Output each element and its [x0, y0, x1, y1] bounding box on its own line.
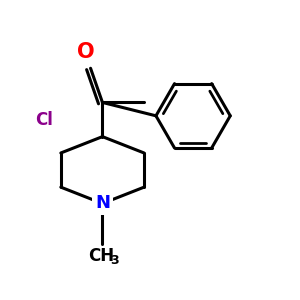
Text: CH: CH: [88, 247, 114, 265]
Text: O: O: [77, 42, 95, 62]
Text: 3: 3: [111, 254, 119, 267]
Text: Cl: Cl: [35, 111, 53, 129]
Text: N: N: [95, 194, 110, 212]
